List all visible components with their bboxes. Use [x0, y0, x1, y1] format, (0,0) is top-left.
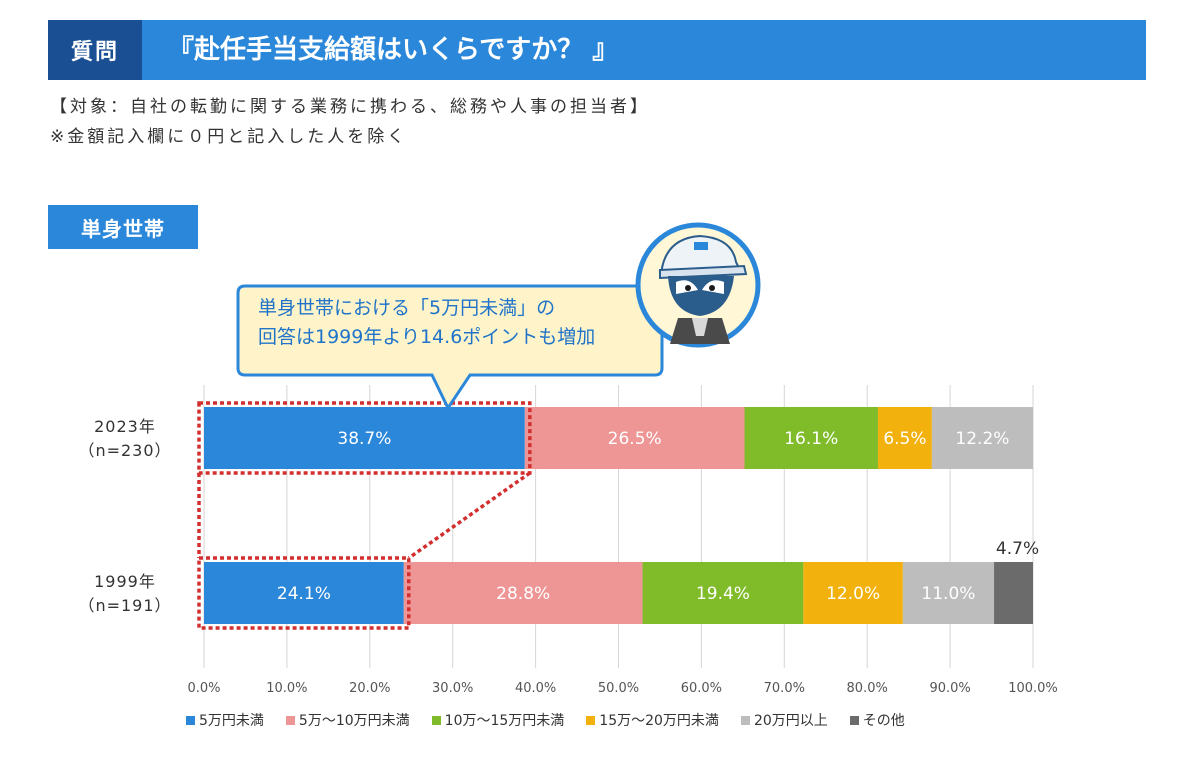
data-label: 16.1%	[784, 429, 838, 449]
bar-segment	[902, 562, 995, 624]
legend-label: 20万円以上	[753, 713, 828, 729]
legend-entry: 5万～10万円未満	[285, 710, 410, 730]
x-tick-label: 70.0%	[764, 681, 805, 696]
data-label: 11.0%	[921, 584, 975, 604]
callout-line-1: 単身世帯における「5万円未満」の	[258, 297, 556, 319]
data-label: 19.4%	[696, 584, 750, 604]
data-label: 12.2%	[955, 429, 1009, 449]
bar-segment	[803, 562, 903, 624]
callout-text: 単身世帯における「5万円未満」の 回答は1999年より14.6ポイントも増加	[258, 294, 668, 352]
bar-segment	[744, 407, 878, 469]
category-label: （n=230）	[78, 441, 171, 460]
chart-legend: 5万円未満 5万～10万円未満 10万～15万円未満 15万～20万円未満 20万円以上…	[186, 710, 905, 730]
bar-segment	[204, 562, 404, 624]
x-tick-label: 60.0%	[681, 681, 722, 696]
bar-segment	[204, 407, 525, 469]
data-label: 6.5%	[883, 429, 926, 449]
category-label: 2023年	[94, 417, 156, 436]
legend-entry: 20万円以上	[740, 710, 828, 730]
highlight-box	[197, 401, 532, 475]
question-label: 質問	[48, 20, 142, 80]
data-label: 38.7%	[337, 429, 391, 449]
bar-segment	[931, 407, 1033, 469]
legend-swatch	[186, 715, 195, 725]
x-tick-label: 40.0%	[515, 681, 556, 696]
legend-label: 10万～15万円未満	[444, 713, 565, 729]
x-tick-label: 30.0%	[432, 681, 473, 696]
legend-swatch	[740, 715, 750, 725]
question-header: 質問 『赴任手当支給額はいくらですか？ 』	[48, 20, 1146, 80]
legend-label: 15万～20万円未満	[599, 713, 719, 729]
mascot-character-icon	[635, 222, 761, 348]
question-text: 『赴任手当支給額はいくらですか？ 』	[168, 35, 619, 65]
x-tick-label: 0.0%	[187, 681, 220, 696]
legend-entry: その他	[849, 710, 905, 730]
target-note: 【対象：自社の転勤に関する業務に携わる、総務や人事の担当者】	[50, 97, 650, 117]
legend-swatch	[586, 715, 596, 725]
legend-swatch	[849, 715, 859, 725]
x-tick-label: 20.0%	[349, 681, 390, 696]
data-label: 4.7%	[996, 539, 1039, 559]
bar-segment	[994, 562, 1033, 624]
x-tick-label: 50.0%	[598, 681, 639, 696]
callout-line-2: 回答は1999年より14.6ポイントも増加	[258, 326, 596, 348]
category-label: 1999年	[94, 572, 156, 591]
x-tick-label: 90.0%	[929, 681, 970, 696]
data-label: 26.5%	[608, 429, 662, 449]
legend-entry: 10万～15万円未満	[431, 710, 565, 730]
bar-segment	[642, 562, 804, 624]
category-label: （n=191）	[78, 596, 171, 615]
data-label: 28.8%	[496, 584, 550, 604]
data-label: 24.1%	[277, 584, 331, 604]
highlight-connector	[407, 471, 531, 560]
x-tick-label: 10.0%	[266, 681, 307, 696]
legend-swatch	[285, 715, 295, 725]
exclusion-note: ※金額記入欄に０円と記入した人を除く	[50, 127, 408, 147]
data-label: 12.0%	[826, 584, 880, 604]
section-tag: 単身世帯	[48, 205, 198, 249]
legend-label: その他	[862, 713, 905, 729]
legend-entry: 15万～20万円未満	[586, 710, 719, 730]
bar-segment	[403, 562, 643, 624]
bar-segment	[524, 407, 745, 469]
legend-label: 5万円未満	[199, 713, 264, 729]
x-tick-label: 100.0%	[1008, 681, 1058, 696]
legend-entry: 5万円未満	[186, 710, 264, 730]
legend-swatch	[431, 715, 441, 725]
legend-label: 5万～10万円未満	[298, 713, 410, 729]
x-tick-label: 80.0%	[847, 681, 888, 696]
bar-segment	[877, 407, 932, 469]
